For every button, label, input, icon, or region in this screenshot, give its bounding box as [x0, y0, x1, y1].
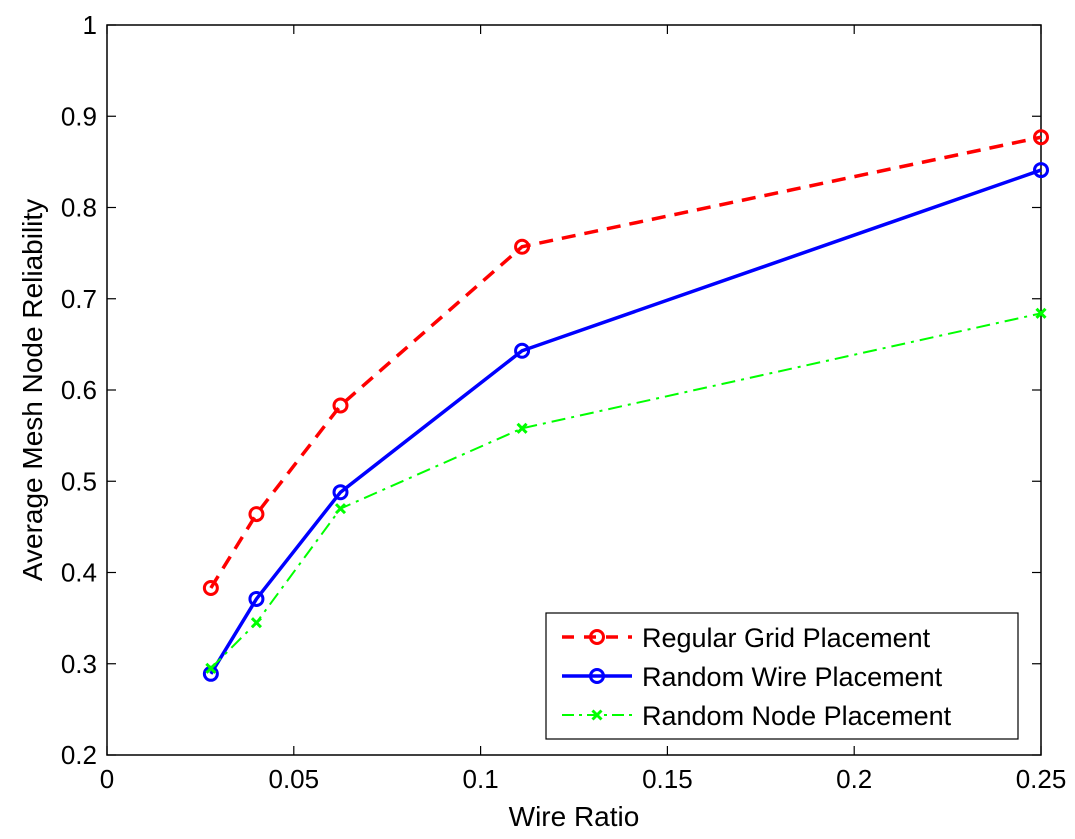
x-tick-label: 0.05 — [268, 764, 319, 794]
series-line — [209, 135, 1042, 589]
data-point — [516, 422, 528, 434]
data-point — [589, 668, 605, 684]
data-point — [591, 709, 603, 721]
y-tick-label: 0.3 — [61, 649, 97, 679]
data-point — [332, 397, 349, 414]
axis-ticks: 0 0.05 0.1 0.15 0.2 0.25 0.2 0.3 0.4 0.5 0.6 0.7 0.8… — [61, 10, 1066, 794]
x-tick-label: 0.25 — [1016, 764, 1067, 794]
series-2 — [205, 307, 1047, 674]
data-point — [514, 342, 531, 359]
x-tick-label: 0 — [100, 764, 114, 794]
legend-item: Random Node Placement — [562, 701, 952, 731]
series-0 — [202, 129, 1049, 597]
y-tick-label: 0.6 — [61, 375, 97, 405]
data-point — [514, 238, 531, 255]
x-tick-label: 0.15 — [642, 764, 693, 794]
data-point — [334, 503, 347, 515]
data-point — [1035, 307, 1047, 319]
data-point — [589, 629, 605, 645]
data-point — [1033, 129, 1049, 146]
legend-label: Regular Grid Placement — [642, 623, 931, 653]
data-point — [248, 590, 265, 607]
x-tick-label: 0.2 — [836, 764, 872, 794]
legend-item: Random Wire Placement — [562, 662, 943, 692]
data-point — [250, 617, 263, 629]
legend: Regular Grid Placement Random Wire Placem… — [545, 612, 1019, 740]
legend-label: Random Wire Placement — [642, 662, 943, 692]
y-tick-label: 0.9 — [61, 101, 97, 131]
legend-item: Regular Grid Placement — [562, 623, 931, 653]
data-point — [202, 580, 219, 597]
y-tick-label: 1 — [83, 10, 97, 40]
y-tick-label: 0.7 — [61, 284, 97, 314]
x-axis-title: Wire Ratio — [509, 801, 640, 832]
data-point — [332, 484, 349, 501]
y-tick-label: 0.2 — [61, 740, 97, 770]
y-tick-label: 0.4 — [61, 558, 97, 588]
data-point — [205, 662, 217, 674]
data-point — [1033, 162, 1049, 179]
series-line — [209, 168, 1042, 675]
y-tick-label: 0.8 — [61, 193, 97, 223]
data-point — [248, 506, 265, 523]
x-tick-label: 0.1 — [463, 764, 499, 794]
data-series — [202, 129, 1049, 682]
legend-label: Random Node Placement — [642, 701, 952, 731]
series-1 — [202, 162, 1049, 682]
y-tick-label: 0.5 — [61, 466, 97, 496]
y-axis-title: Average Mesh Node Reliability — [17, 199, 48, 581]
